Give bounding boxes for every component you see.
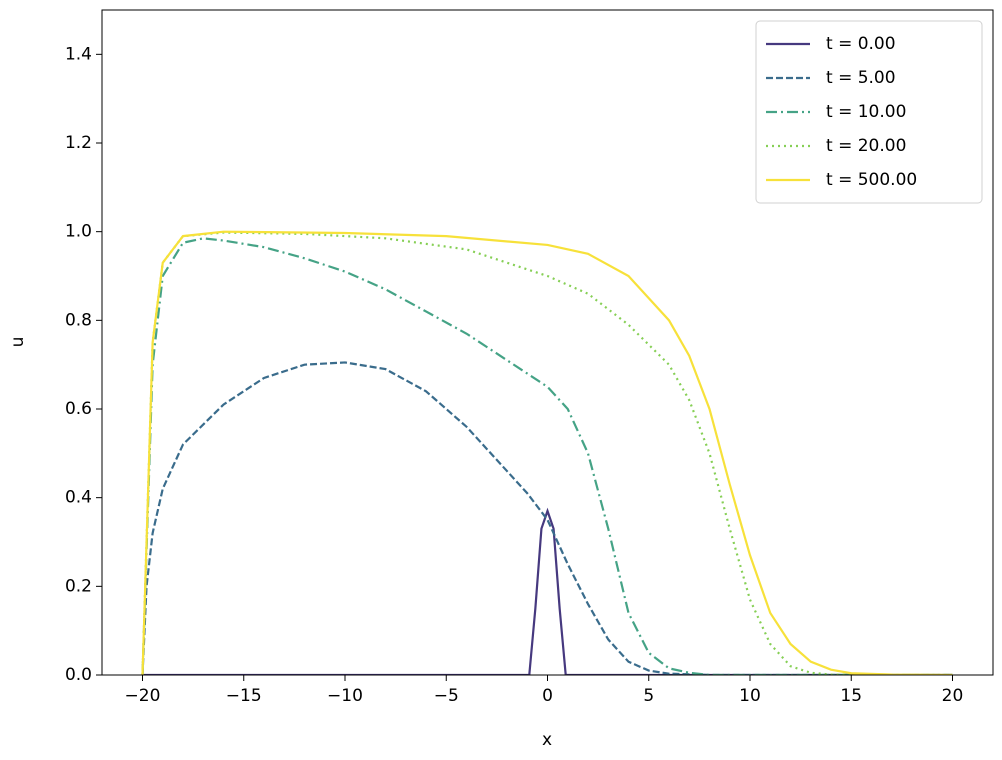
y-axis-label: u [8,337,28,348]
y-tick-label: 1.2 [65,133,92,153]
x-tick-label: −10 [327,686,363,706]
x-tick-label: 20 [942,686,964,706]
x-tick-label: −20 [125,686,161,706]
y-tick-label: 0.0 [65,665,92,685]
legend-box [755,20,983,204]
x-axis-label: x [542,730,552,750]
line-series [141,231,953,675]
y-tick-label: 0.8 [65,310,92,330]
line-series [141,230,953,675]
legend-label: t = 0.00 [826,34,896,54]
line-series [141,237,953,675]
line-series [141,361,953,675]
y-tick-label: 0.4 [65,488,92,508]
y-tick-label: 0.2 [65,576,92,596]
x-tick-label: 15 [840,686,862,706]
legend-label: t = 20.00 [826,136,906,156]
x-tick-label: 10 [739,686,761,706]
x-tick-label: 5 [643,686,654,706]
x-tick-label: 0 [542,686,553,706]
legend-label: t = 5.00 [826,68,896,88]
y-tick-label: 1.4 [65,44,92,64]
legend-label: t = 10.00 [826,102,906,122]
x-tick-label: −15 [226,686,262,706]
y-tick-label: 1.0 [65,222,92,242]
x-tick-label: −5 [434,686,459,706]
legend-label: t = 500.00 [826,170,917,190]
plot-frame [101,9,994,676]
line-series [142,507,953,675]
y-tick-label: 0.6 [65,399,92,419]
